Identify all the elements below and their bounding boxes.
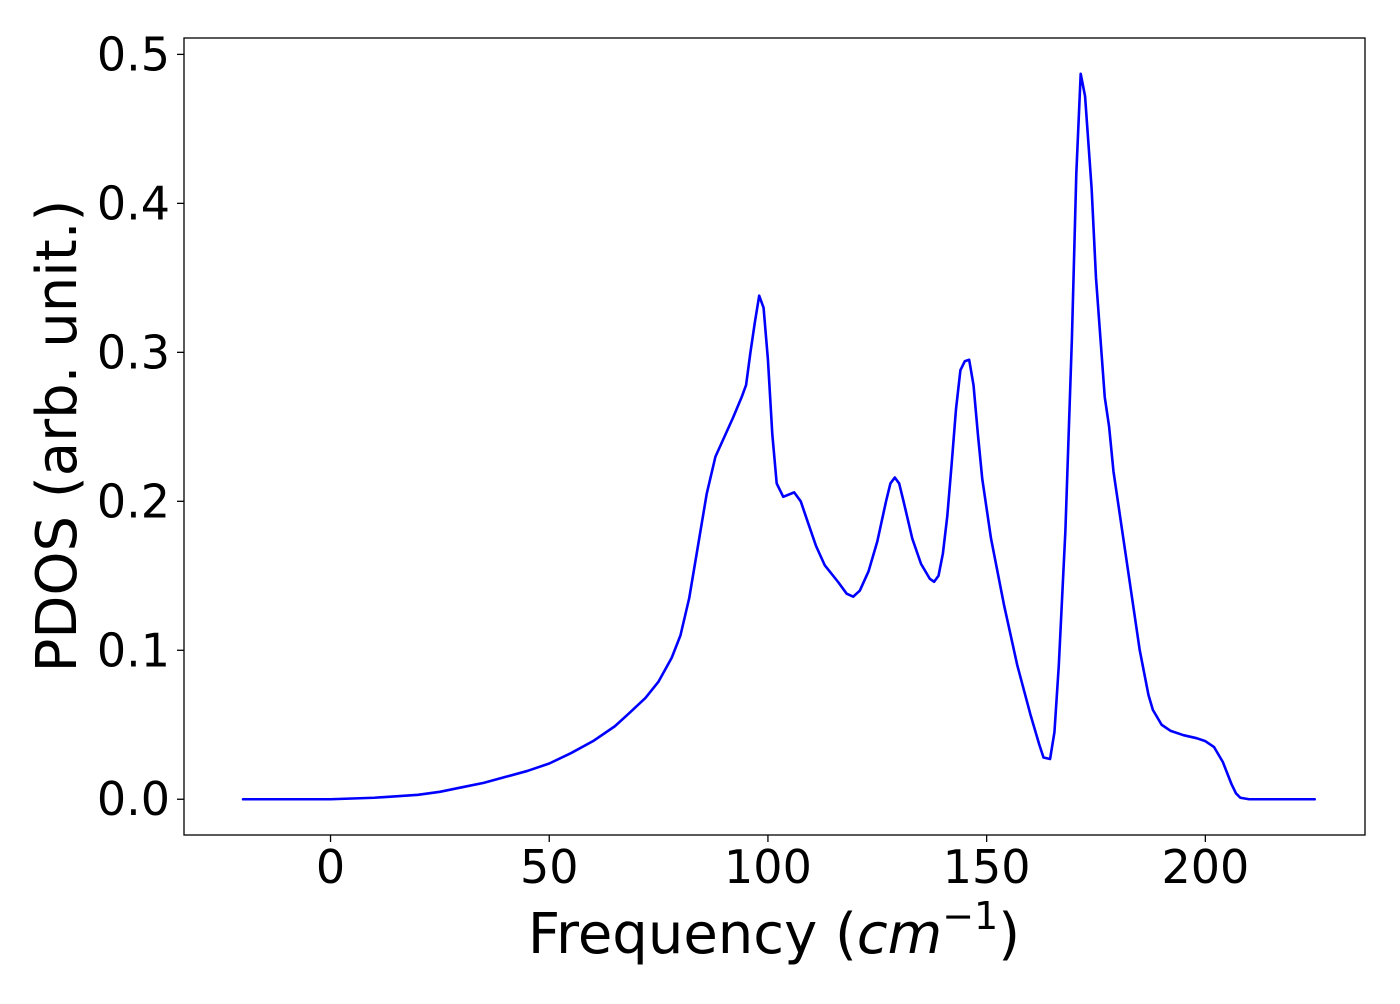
plot-frame xyxy=(183,37,1366,836)
plot-area xyxy=(241,72,1316,801)
series-line-0 xyxy=(241,72,1316,801)
y-tick-label: 0.4 xyxy=(97,176,170,230)
y-axis-label: PDOS (arb. unit.) xyxy=(25,200,90,673)
x-axis-label-superscript: −1 xyxy=(942,894,998,938)
y-tick-label: 0.0 xyxy=(97,772,170,826)
x-tick-label: 50 xyxy=(520,840,579,894)
y-tick-label: 0.1 xyxy=(97,623,170,677)
y-tick-label: 0.3 xyxy=(97,325,170,379)
y-tick-label: 0.2 xyxy=(97,474,170,528)
axes: 0 50 100 150 200 0.0 0.1 0.2 0.3 0.4 0.5 xyxy=(97,27,1366,894)
y-tick-label: 0.5 xyxy=(97,27,170,81)
x-axis-label-math: cm xyxy=(857,902,942,967)
x-axis-label-text: Frequency ( xyxy=(528,902,857,967)
x-axis-label: Frequency (cm−1) xyxy=(528,894,1020,967)
x-tick-label: 150 xyxy=(943,840,1031,894)
x-tick-label: 200 xyxy=(1161,840,1249,894)
x-axis-label-close: ) xyxy=(998,902,1020,967)
x-tick-label: 0 xyxy=(316,840,345,894)
x-tick-label: 100 xyxy=(724,840,812,894)
